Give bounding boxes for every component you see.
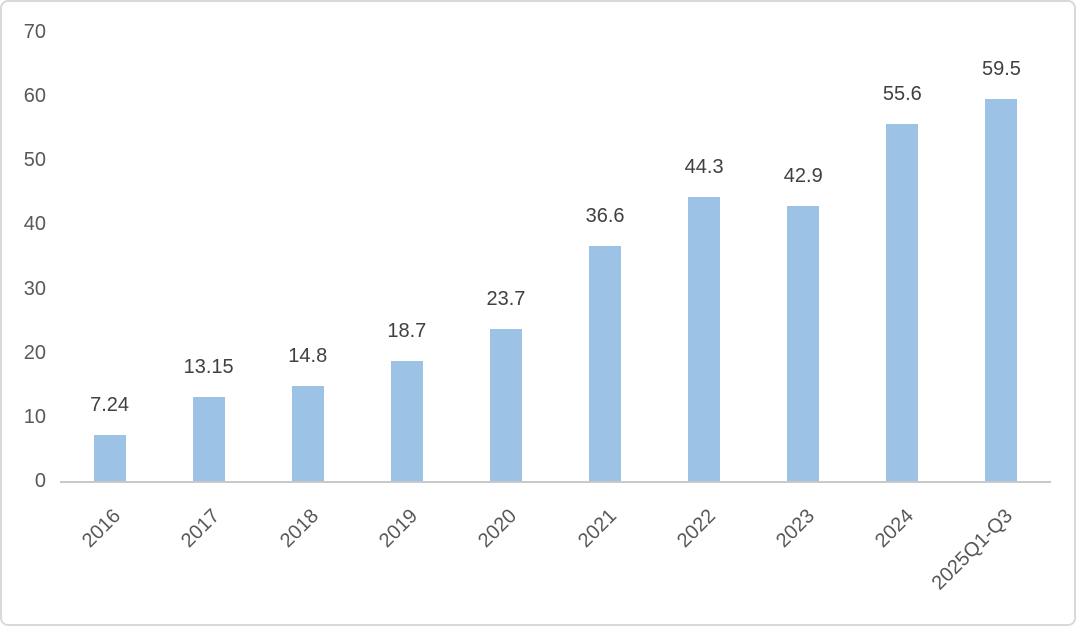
x-axis-label-2024: 2024 [870,505,918,553]
x-axis-label-2025Q1-Q3: 2025Q1-Q3 [927,505,1018,595]
data-label-2023: 42.9 [783,164,823,187]
y-axis-tick-label: 30 [23,277,46,300]
x-axis-label-2022: 2022 [672,505,720,553]
y-axis-tick-label: 70 [23,21,46,43]
y-axis-tick-label: 0 [34,470,46,492]
bar-2023 [787,205,820,481]
data-label-2025Q1-Q3: 59.5 [981,58,1021,81]
x-axis-label-2018: 2018 [276,505,324,553]
x-axis-label-2019: 2019 [375,505,423,553]
bar-2024 [886,124,919,481]
bar-2016 [93,434,126,481]
data-label-2019: 18.7 [387,320,427,343]
data-label-2020: 23.7 [486,287,526,310]
bar-2018 [291,386,324,481]
data-label-2016: 7.24 [90,393,130,416]
x-axis-label-2020: 2020 [474,505,522,553]
x-axis-label-2021: 2021 [573,505,621,553]
bar-2021 [589,246,622,481]
data-label-2021: 36.6 [585,205,625,228]
data-label-2017: 13.15 [183,355,234,378]
bar-2022 [688,196,721,481]
y-axis-tick-label: 20 [23,341,46,364]
y-axis-tick-label: 50 [23,149,46,172]
bar-2025Q1-Q3 [985,99,1018,481]
data-label-2018: 14.8 [288,345,328,368]
y-axis-tick-label: 10 [23,405,46,428]
x-axis-line [60,481,1051,483]
x-axis-label-2017: 2017 [177,505,225,553]
y-axis-tick-label: 60 [23,85,46,108]
bar-2020 [489,328,522,481]
y-axis-tick-label: 40 [23,213,46,236]
bar-2017 [192,396,225,481]
bar-2019 [390,361,423,481]
data-label-2024: 55.6 [882,83,922,106]
x-axis-label-2023: 2023 [771,505,819,553]
data-label-2022: 44.3 [684,155,724,178]
x-axis-label-2016: 2016 [78,505,126,553]
